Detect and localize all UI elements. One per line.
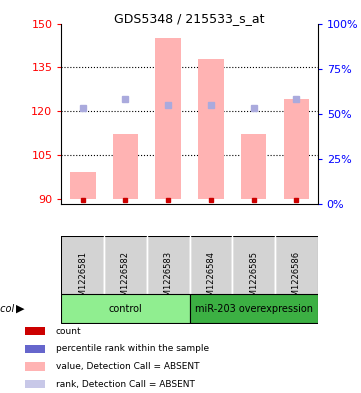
Text: protocol: protocol [0, 303, 14, 314]
Text: miR-203 overexpression: miR-203 overexpression [195, 303, 313, 314]
Bar [25, 380, 45, 388]
Bar [241, 134, 266, 198]
Text: control: control [109, 303, 142, 314]
FancyBboxPatch shape [190, 294, 318, 323]
Text: count: count [56, 327, 81, 336]
Text: rank, Detection Call = ABSENT: rank, Detection Call = ABSENT [56, 380, 195, 389]
FancyBboxPatch shape [232, 236, 275, 322]
Text: percentile rank within the sample: percentile rank within the sample [56, 344, 209, 353]
Text: GSM1226582: GSM1226582 [121, 251, 130, 307]
Bar [25, 345, 45, 353]
FancyBboxPatch shape [275, 236, 318, 322]
Bar [25, 362, 45, 371]
Text: GSM1226585: GSM1226585 [249, 251, 258, 307]
Text: GSM1226581: GSM1226581 [78, 251, 87, 307]
Bar [113, 134, 138, 198]
Bar [25, 327, 45, 335]
Bar [283, 99, 309, 198]
FancyBboxPatch shape [104, 236, 147, 322]
Bar [155, 38, 181, 198]
Text: GDS5348 / 215533_s_at: GDS5348 / 215533_s_at [114, 12, 265, 25]
FancyBboxPatch shape [190, 236, 232, 322]
Bar [70, 172, 96, 198]
Text: value, Detection Call = ABSENT: value, Detection Call = ABSENT [56, 362, 199, 371]
Bar [198, 59, 224, 198]
Text: GSM1226584: GSM1226584 [206, 251, 216, 307]
Text: GSM1226586: GSM1226586 [292, 251, 301, 307]
Text: GSM1226583: GSM1226583 [164, 251, 173, 307]
FancyBboxPatch shape [61, 294, 190, 323]
Text: ▶: ▶ [16, 303, 25, 314]
FancyBboxPatch shape [147, 236, 190, 322]
FancyBboxPatch shape [61, 236, 104, 322]
